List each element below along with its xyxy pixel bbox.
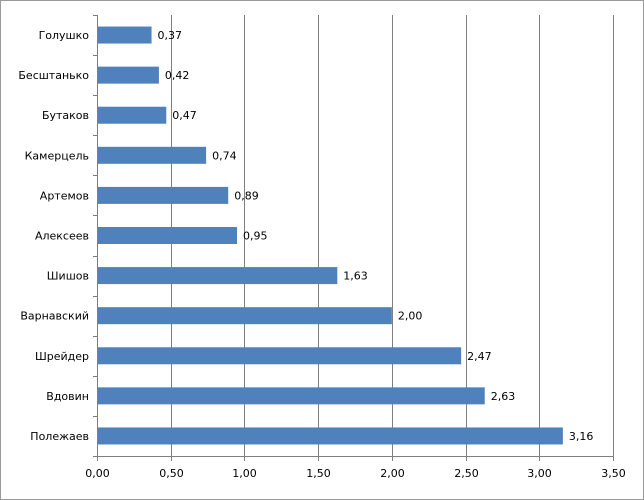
x-tick-label-5: 2,00 <box>380 467 405 480</box>
data-label-4: 0,74 <box>212 149 237 162</box>
bar-4 <box>98 146 207 164</box>
x-tick-label-8: 3,50 <box>601 467 626 480</box>
category-label-6: Алексеев <box>35 230 89 243</box>
category-label-9: Шрейдер <box>35 350 89 363</box>
bar-1 <box>98 26 152 44</box>
data-label-6: 0,95 <box>243 230 267 243</box>
x-tick-label-7: 3,00 <box>527 467 552 480</box>
category-label-7: Шишов <box>47 270 89 283</box>
category-label-11: Полежаев <box>30 430 89 443</box>
category-label-10: Вдовин <box>46 390 89 403</box>
bar-3 <box>98 106 167 124</box>
bar-5 <box>98 186 229 204</box>
bar-10 <box>98 387 485 405</box>
category-label-5: Артемов <box>40 189 89 202</box>
bar-2 <box>98 66 159 84</box>
category-label-2: Бесштанько <box>18 69 89 82</box>
category-label-3: Бутаков <box>42 109 89 122</box>
category-label-4: Камерцель <box>25 149 89 162</box>
x-tick-label-6: 2,50 <box>454 467 479 480</box>
bar-8 <box>98 307 392 325</box>
data-label-1: 0,37 <box>158 29 183 42</box>
x-tick-label-3: 1,00 <box>232 467 257 480</box>
data-label-7: 1,63 <box>343 270 368 283</box>
bars <box>98 26 563 445</box>
axes <box>93 15 614 461</box>
data-label-2: 0,42 <box>165 69 190 82</box>
data-label-10: 2,63 <box>491 390 516 403</box>
data-label-11: 3,16 <box>569 430 594 443</box>
bar-6 <box>98 227 238 244</box>
category-label-1: Голушко <box>39 29 90 42</box>
data-label-8: 2,00 <box>398 310 423 323</box>
x-tick-label-1: 0,00 <box>85 467 110 480</box>
gridlines <box>171 15 614 456</box>
bar-7 <box>98 267 338 285</box>
labels: 0,37 Голушко 0,42 Бесштанько 0,47 Бутаков 0,74… <box>18 29 625 480</box>
category-label-8: Варнавский <box>20 310 89 323</box>
data-label-5: 0,89 <box>234 189 259 202</box>
data-label-9: 2,47 <box>467 350 492 363</box>
bar-11 <box>98 427 563 445</box>
x-tick-label-2: 0,50 <box>159 467 184 480</box>
bar-9 <box>98 347 462 365</box>
x-tick-label-4: 1,50 <box>306 467 331 480</box>
data-label-3: 0,47 <box>172 109 197 122</box>
